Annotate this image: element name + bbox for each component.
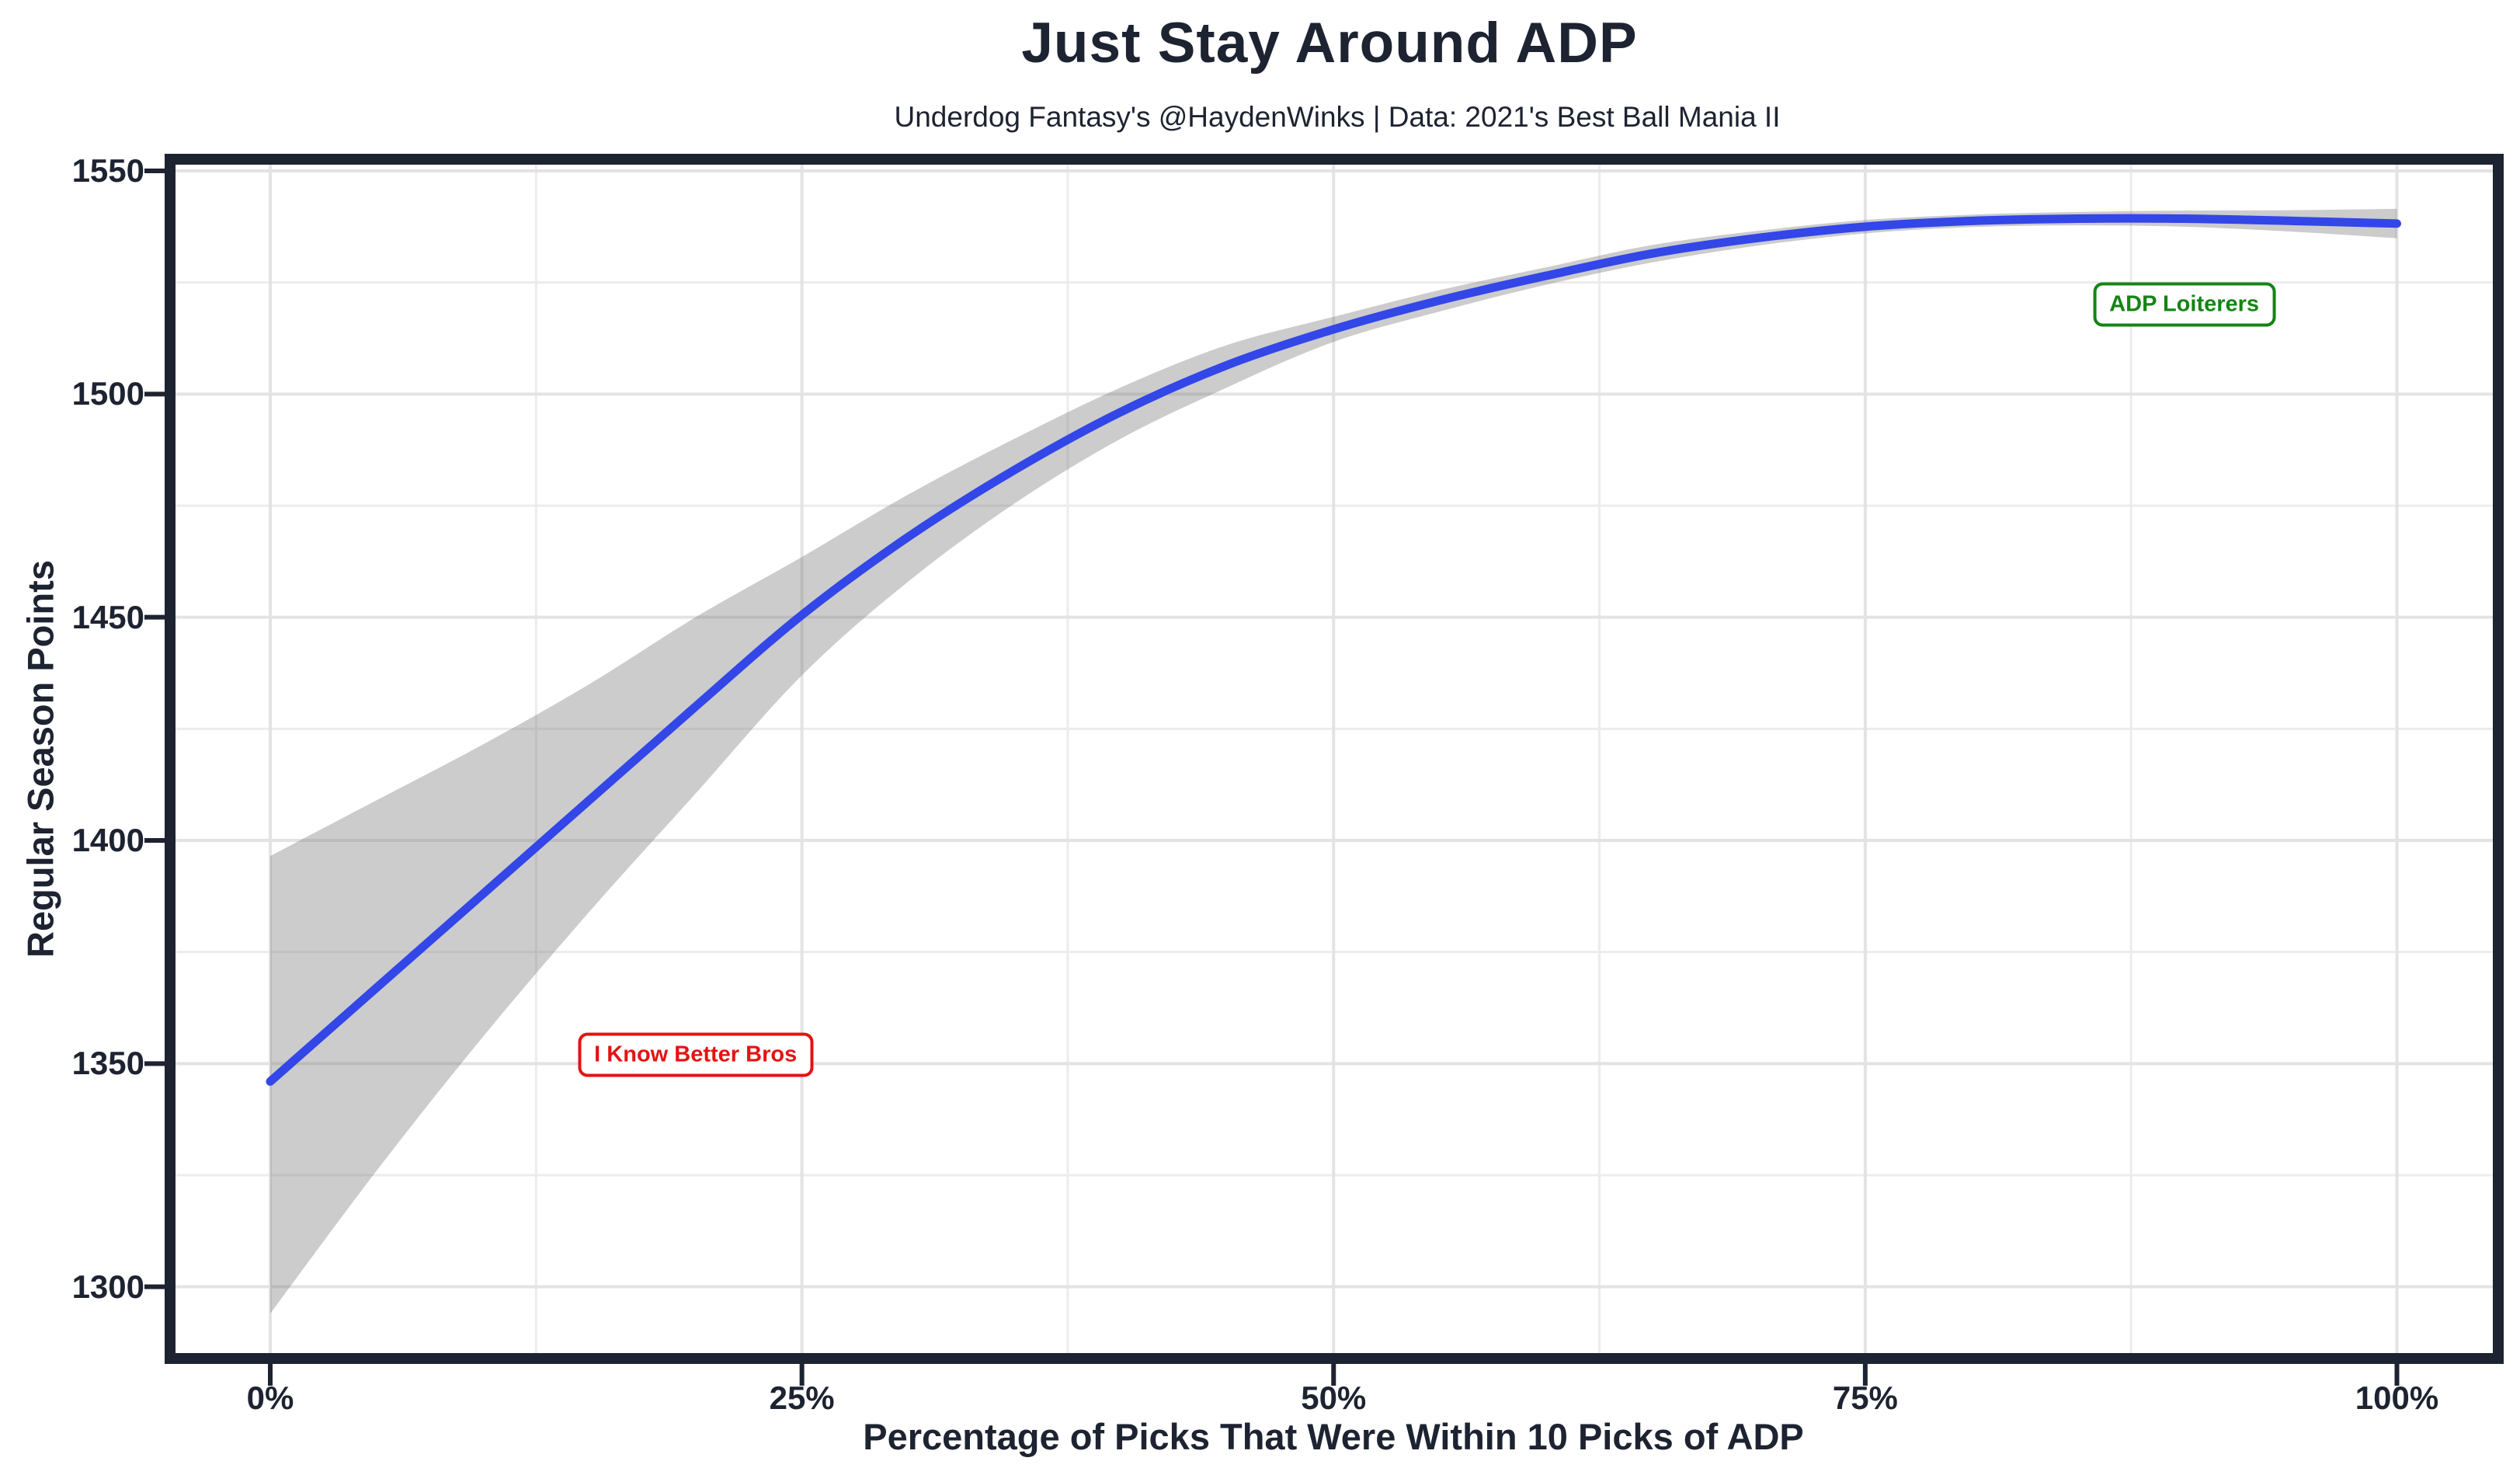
annotation-adp-loiterers: ADP Loiterers <box>2093 282 2276 327</box>
y-tick-label: 1550 <box>71 152 144 189</box>
panel-group <box>176 165 2493 1353</box>
trend-line <box>266 214 2401 1086</box>
x-tick-label: 50% <box>1301 1379 1367 1416</box>
annotation-i-know-better-bros-label: I Know Better Bros <box>594 1042 798 1067</box>
y-tick-label: 1350 <box>71 1045 144 1082</box>
annotation-i-know-better-bros: I Know Better Bros <box>578 1032 814 1077</box>
y-tick-label: 1400 <box>71 822 144 858</box>
chart-title: Just Stay Around ADP <box>1021 12 1638 75</box>
panel-border <box>165 154 2504 1364</box>
annotation-adp-loiterers-label: ADP Loiterers <box>2109 291 2260 317</box>
x-tick-label: 100% <box>2355 1379 2439 1416</box>
y-tick-label: 1450 <box>71 598 144 635</box>
y-tick-label: 1300 <box>71 1268 144 1305</box>
confidence-band <box>270 208 2397 1314</box>
x-axis-title: Percentage of Picks That Were Within 10 … <box>863 1416 1804 1457</box>
x-tick-label: 75% <box>1832 1379 1898 1416</box>
y-tick-label: 1500 <box>71 375 144 412</box>
x-tick-label: 25% <box>769 1379 835 1416</box>
chart-subtitle: Underdog Fantasy's @HaydenWinks | Data: … <box>894 101 1781 133</box>
x-tick-label: 0% <box>246 1379 294 1416</box>
